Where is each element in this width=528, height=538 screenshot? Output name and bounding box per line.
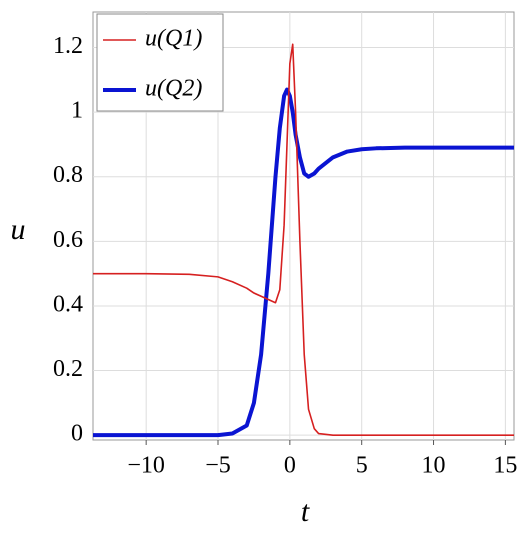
legend-text: u(Q2): [145, 76, 202, 102]
x-tick-label: 0: [284, 453, 296, 479]
series-line: [93, 43, 514, 436]
y-tick-label: 0.6: [53, 227, 83, 253]
y-tick-label: 0.8: [53, 162, 83, 188]
legend-box: [96, 13, 224, 112]
x-tick-label: 10: [422, 453, 446, 479]
series-line: [93, 87, 514, 438]
x-tick-label: −5: [205, 453, 231, 479]
y-tick-label: 0: [71, 421, 83, 447]
x-tick-label: −10: [127, 453, 165, 479]
y-tick-label: 0.2: [53, 356, 83, 382]
x-axis-label: t: [301, 495, 310, 528]
x-tick-label: 5: [356, 453, 368, 479]
y-axis-label: u: [11, 213, 26, 246]
x-tick-label: 15: [493, 453, 517, 479]
y-tick-label: 0.4: [53, 291, 83, 317]
legend-text: u(Q1): [145, 26, 202, 52]
y-tick-label: 1: [71, 98, 83, 124]
y-tick-label: 1.2: [53, 33, 83, 59]
